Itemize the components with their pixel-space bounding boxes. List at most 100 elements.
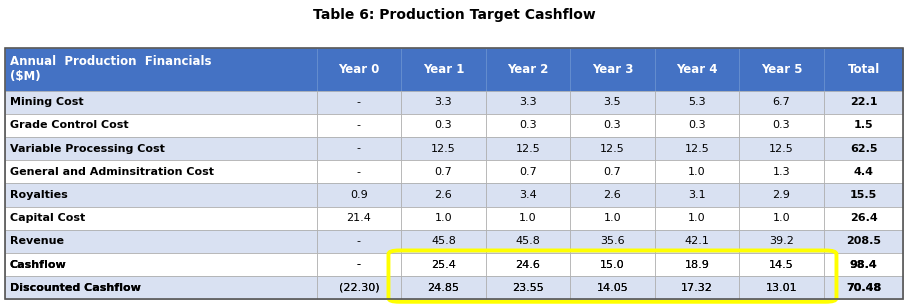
Bar <box>5 48 317 91</box>
Text: 2.6: 2.6 <box>604 190 621 200</box>
Text: Year 3: Year 3 <box>592 63 633 76</box>
Bar <box>655 48 739 91</box>
Text: 15.5: 15.5 <box>850 190 877 200</box>
Bar <box>739 207 824 230</box>
Bar <box>401 137 486 160</box>
Bar <box>5 253 317 276</box>
Bar <box>655 207 739 230</box>
Bar <box>5 91 317 114</box>
Bar <box>739 114 824 137</box>
Bar <box>317 48 401 91</box>
Text: (22.30): (22.30) <box>339 283 380 293</box>
Bar <box>570 48 655 91</box>
Text: Year 4: Year 4 <box>676 63 717 76</box>
Bar <box>739 160 824 183</box>
Text: 13.01: 13.01 <box>765 283 797 293</box>
Text: Total: Total <box>847 63 880 76</box>
Text: 14.05: 14.05 <box>597 283 628 293</box>
Text: 1.0: 1.0 <box>519 213 537 223</box>
Text: 15.0: 15.0 <box>600 259 625 270</box>
Bar <box>401 253 486 276</box>
Bar <box>5 207 317 230</box>
Text: General and Adminsitration Cost: General and Adminsitration Cost <box>10 167 214 177</box>
Bar <box>486 160 570 183</box>
Text: 2.6: 2.6 <box>435 190 452 200</box>
Text: 3.3: 3.3 <box>435 97 452 107</box>
Bar <box>317 114 401 137</box>
Text: -: - <box>357 120 360 130</box>
Bar <box>486 114 570 137</box>
Text: 0.3: 0.3 <box>519 120 537 130</box>
Text: Year 0: Year 0 <box>339 63 380 76</box>
Bar <box>401 230 486 253</box>
Bar <box>401 160 486 183</box>
Text: 15.0: 15.0 <box>600 259 625 270</box>
Text: 13.01: 13.01 <box>765 283 797 293</box>
Text: Discounted Cashflow: Discounted Cashflow <box>10 283 141 293</box>
Text: 3.1: 3.1 <box>688 190 706 200</box>
Text: -: - <box>357 236 360 246</box>
Bar <box>486 276 570 299</box>
Text: -: - <box>357 97 360 107</box>
Text: 17.32: 17.32 <box>681 283 713 293</box>
Text: 39.2: 39.2 <box>769 236 794 246</box>
Bar <box>655 253 739 276</box>
Text: 18.9: 18.9 <box>685 259 709 270</box>
Text: 98.4: 98.4 <box>850 259 877 270</box>
Bar <box>317 137 401 160</box>
Bar <box>401 114 486 137</box>
Bar <box>486 91 570 114</box>
Bar <box>570 183 655 207</box>
Text: Grade Control Cost: Grade Control Cost <box>10 120 129 130</box>
Text: 1.0: 1.0 <box>435 213 452 223</box>
Text: 1.0: 1.0 <box>688 213 706 223</box>
Text: 24.85: 24.85 <box>428 283 459 293</box>
Bar <box>5 230 317 253</box>
Bar <box>5 137 317 160</box>
Bar <box>317 91 401 114</box>
Bar <box>5 114 317 137</box>
Text: 6.7: 6.7 <box>773 97 790 107</box>
Text: 1.5: 1.5 <box>854 120 873 130</box>
Bar <box>570 276 655 299</box>
Text: 12.5: 12.5 <box>685 143 709 154</box>
Text: 26.4: 26.4 <box>850 213 877 223</box>
Text: 12.5: 12.5 <box>769 143 794 154</box>
Text: Mining Cost: Mining Cost <box>10 97 84 107</box>
Text: 3.4: 3.4 <box>519 190 537 200</box>
Text: 1.3: 1.3 <box>773 167 790 177</box>
Bar <box>401 91 486 114</box>
Text: Year 2: Year 2 <box>508 63 548 76</box>
Bar <box>570 114 655 137</box>
Text: Year 1: Year 1 <box>423 63 464 76</box>
Text: 1.0: 1.0 <box>773 213 790 223</box>
Bar <box>824 48 903 91</box>
Text: 12.5: 12.5 <box>516 143 540 154</box>
Text: Annual  Production  Financials
($M): Annual Production Financials ($M) <box>10 55 212 83</box>
Text: 24.85: 24.85 <box>428 283 459 293</box>
Bar <box>739 276 824 299</box>
Bar <box>5 48 903 299</box>
Bar <box>739 48 824 91</box>
Bar <box>655 137 739 160</box>
Text: 0.9: 0.9 <box>350 190 368 200</box>
Bar <box>317 253 401 276</box>
Bar <box>317 160 401 183</box>
Bar <box>570 160 655 183</box>
Bar <box>317 230 401 253</box>
Text: 0.7: 0.7 <box>519 167 537 177</box>
Bar <box>739 91 824 114</box>
Bar <box>824 137 903 160</box>
Text: 42.1: 42.1 <box>685 236 709 246</box>
Bar <box>655 276 739 299</box>
Bar <box>5 276 317 299</box>
Text: 70.48: 70.48 <box>846 283 882 293</box>
Text: 0.3: 0.3 <box>773 120 790 130</box>
Text: 22.1: 22.1 <box>850 97 877 107</box>
Text: 1.0: 1.0 <box>688 167 706 177</box>
Bar <box>824 114 903 137</box>
Bar <box>824 253 903 276</box>
Text: Cashflow: Cashflow <box>10 259 67 270</box>
Bar <box>824 160 903 183</box>
Bar <box>655 91 739 114</box>
